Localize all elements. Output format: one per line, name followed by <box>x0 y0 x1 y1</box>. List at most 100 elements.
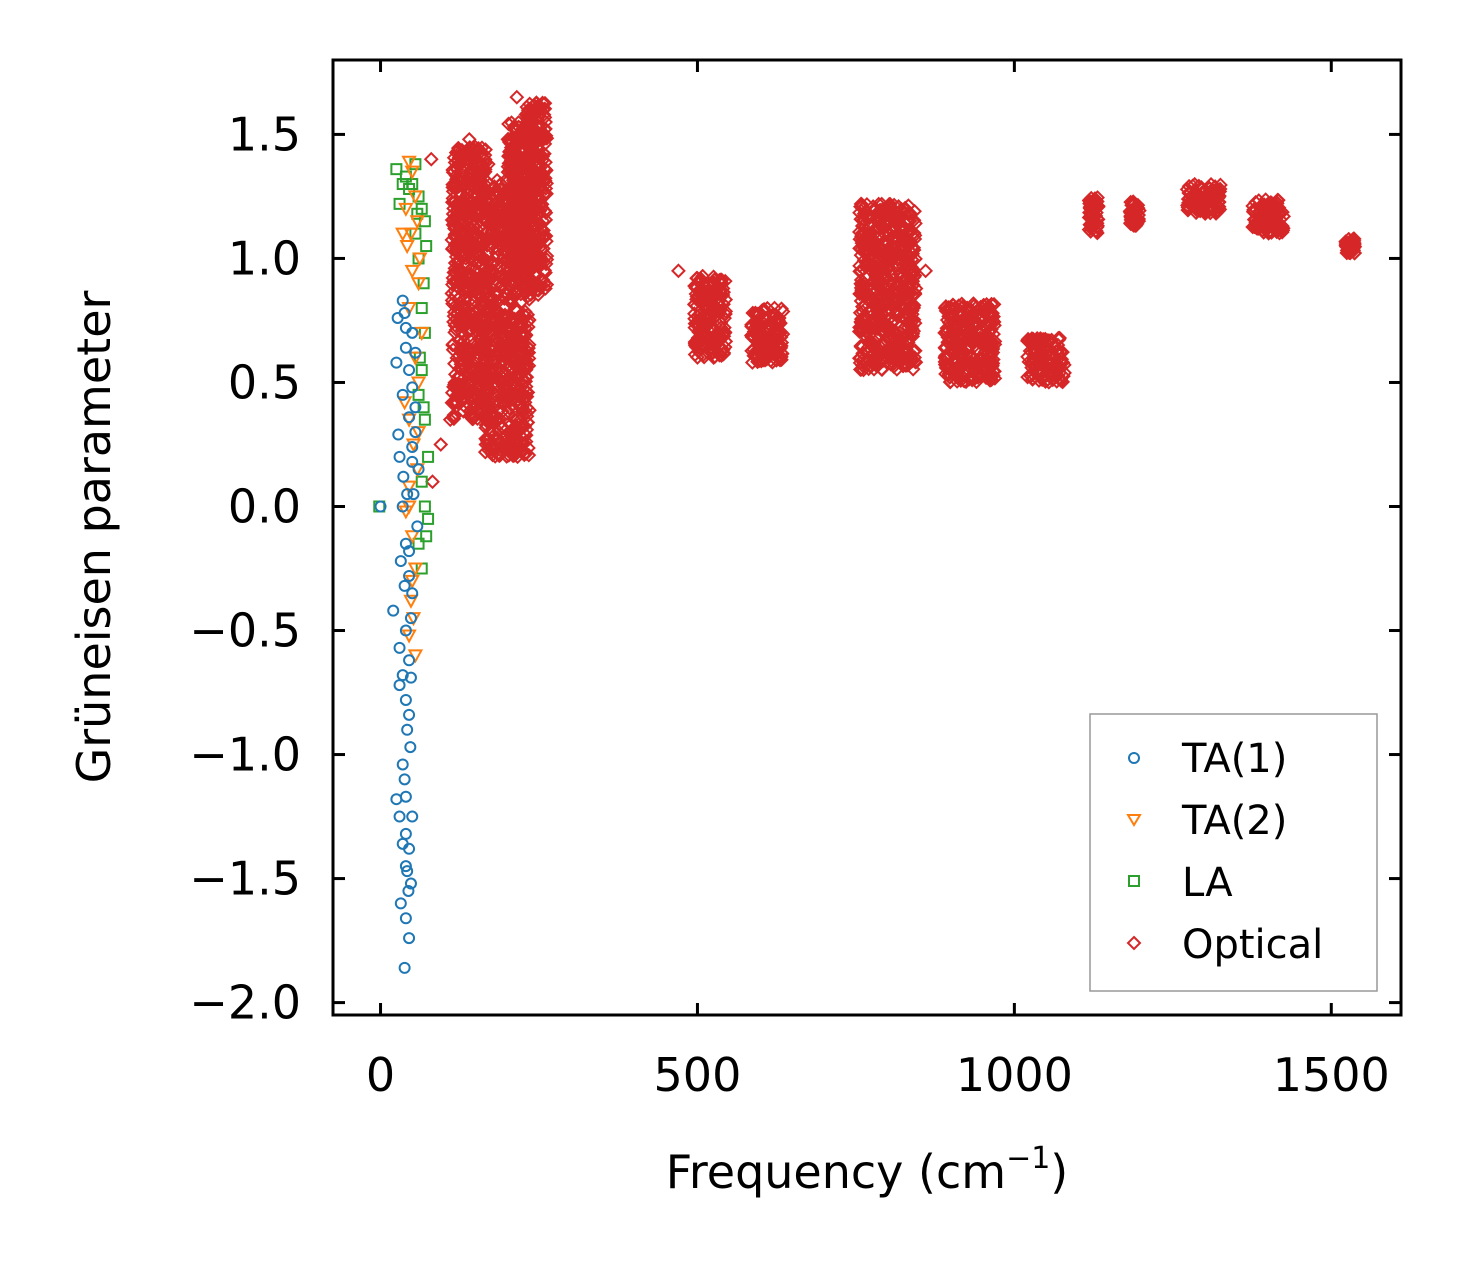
optical-point <box>889 251 905 267</box>
optical-point <box>902 330 918 345</box>
optical-point <box>870 263 886 279</box>
ta2-point <box>410 277 427 292</box>
optical-point <box>526 200 542 216</box>
ta2-point <box>404 530 420 545</box>
optical-point <box>488 219 504 235</box>
optical-point <box>475 396 491 412</box>
optical-point <box>892 228 908 244</box>
ta1-point <box>409 426 422 439</box>
optical-point <box>687 306 702 322</box>
ta1-point <box>399 912 412 925</box>
optical-point <box>856 212 872 227</box>
optical-point <box>504 215 520 231</box>
optical-point <box>671 263 686 279</box>
optical-point <box>865 346 881 361</box>
optical-point <box>947 354 963 370</box>
optical-point <box>707 299 723 315</box>
ta1-point <box>398 773 411 786</box>
optical-point <box>1125 208 1141 224</box>
optical-point <box>529 203 544 219</box>
optical-point <box>1211 203 1226 219</box>
legend: TA(1) TA(2) LA Optical <box>1089 713 1378 992</box>
optical-point <box>1197 205 1213 220</box>
optical-point <box>533 104 549 120</box>
optical-point <box>502 263 518 279</box>
ta1-point <box>393 641 406 654</box>
optical-point <box>502 336 518 352</box>
optical-point <box>518 278 534 294</box>
ta1-point <box>399 624 412 637</box>
ta1-point <box>403 932 416 945</box>
optical-point <box>1123 212 1139 228</box>
ta1-point <box>399 693 412 706</box>
optical-point <box>713 315 729 331</box>
optical-point <box>876 255 892 271</box>
optical-point <box>423 151 439 167</box>
ta1-point <box>406 810 419 823</box>
optical-point <box>718 303 734 319</box>
optical-point <box>496 395 512 411</box>
ta1-point <box>406 587 419 600</box>
optical-point <box>485 440 501 456</box>
optical-point <box>517 227 533 243</box>
optical-point <box>521 351 537 366</box>
ta2-point <box>414 326 430 341</box>
ta2-point <box>407 562 424 577</box>
optical-point <box>945 310 961 326</box>
optical-point <box>474 168 490 184</box>
optical-point <box>1127 196 1143 212</box>
optical-point <box>983 334 999 350</box>
optical-point <box>489 277 505 293</box>
ta1-point <box>398 961 411 974</box>
x-axis-title: Frequency (cm−1) <box>666 1141 1069 1199</box>
optical-point <box>469 336 485 352</box>
optical-point <box>767 313 783 328</box>
optical-point <box>893 269 909 285</box>
optical-point <box>1053 373 1069 388</box>
optical-point <box>687 336 703 351</box>
ta1-point <box>391 311 404 324</box>
y-tick-label: −1.5 <box>189 852 301 906</box>
optical-point <box>456 205 471 221</box>
optical-point <box>502 143 518 159</box>
optical-point <box>1180 202 1196 218</box>
optical-point <box>967 371 982 387</box>
optical-point <box>537 136 553 152</box>
optical-point <box>896 342 911 358</box>
ta1-point <box>402 884 415 897</box>
data-marks <box>373 89 1363 974</box>
optical-point <box>903 353 918 369</box>
optical-point <box>918 263 934 279</box>
ta1-point <box>396 758 409 771</box>
legend-label-optical: Optical <box>1182 922 1323 968</box>
optical-point <box>937 325 953 341</box>
ta1-point <box>404 671 417 684</box>
optical-point <box>855 345 871 361</box>
ta1-point <box>404 741 417 754</box>
ta1-point <box>399 341 412 354</box>
optical-point <box>444 292 460 308</box>
optical-point <box>854 196 870 212</box>
ta1-point <box>406 455 419 468</box>
optical-point <box>1268 200 1284 216</box>
optical-point <box>466 197 482 212</box>
optical-point <box>759 351 775 367</box>
optical-point <box>866 238 882 254</box>
optical-point <box>1191 178 1207 194</box>
optical-point <box>1211 194 1227 210</box>
optical-point <box>1187 189 1203 205</box>
optical-point <box>899 278 915 294</box>
plot-frame <box>331 58 1403 1017</box>
ta2-point <box>398 202 414 217</box>
optical-point <box>881 347 897 363</box>
optical-point <box>1036 341 1052 357</box>
ta1-point <box>398 307 411 320</box>
y-tick-label: −2.0 <box>189 976 301 1030</box>
y-tick-label: 0.5 <box>228 355 301 409</box>
optical-point <box>882 199 898 215</box>
optical-point <box>507 215 523 230</box>
ta1-point <box>387 604 400 617</box>
optical-point <box>864 334 880 350</box>
optical-point <box>500 164 516 180</box>
optical-point <box>885 315 901 331</box>
